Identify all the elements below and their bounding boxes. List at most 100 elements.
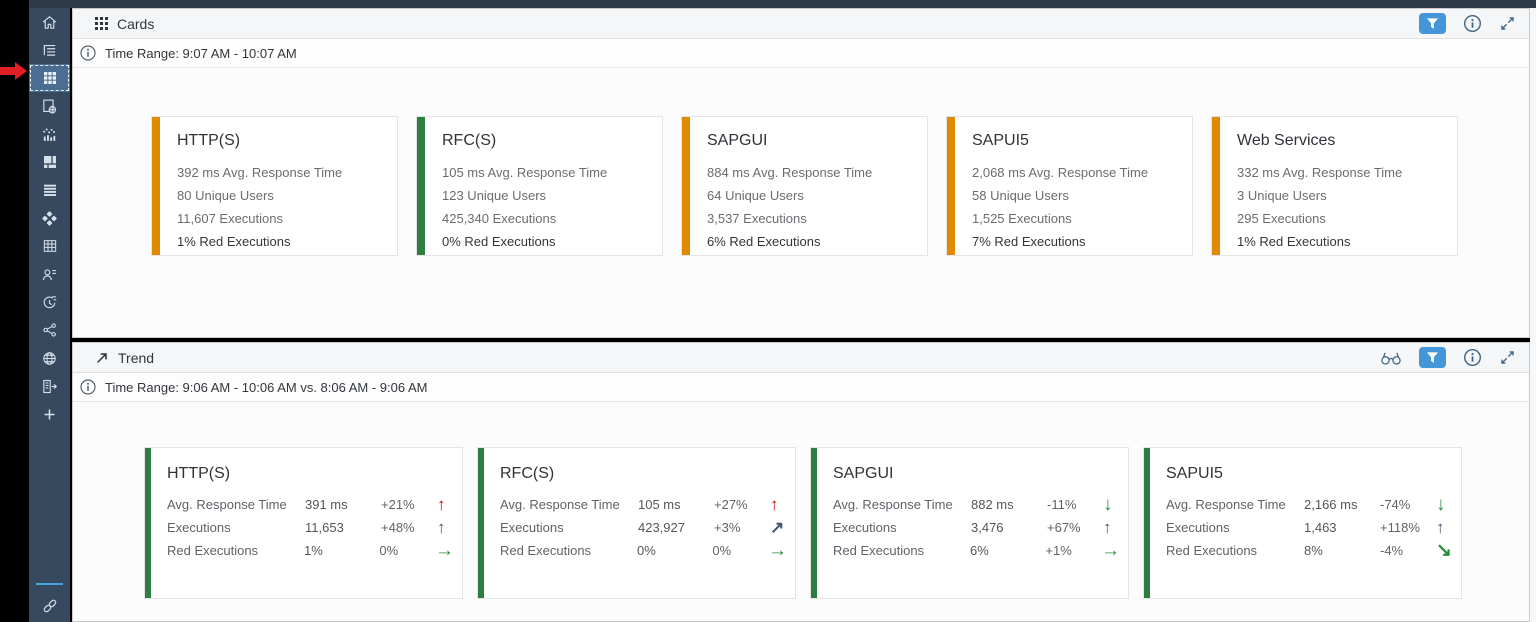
top-strip	[29, 0, 1536, 8]
trend-arrow-icon: →	[435, 540, 454, 561]
add-icon	[44, 409, 55, 419]
trend-chart-icon	[43, 128, 56, 141]
card-metric-line: 11,607 Executions	[177, 211, 283, 226]
card-metric-line: 64 Unique Users	[707, 188, 804, 203]
card-title: Web Services	[1237, 132, 1336, 149]
trend-card-sapui5[interactable]: SAPUI5 Avg. Response Time 2,166 ms -74% …	[1143, 447, 1462, 599]
sidebar-item-share[interactable]	[29, 316, 70, 344]
card-title: SAPUI5	[972, 132, 1029, 149]
table-rows-icon	[43, 184, 56, 196]
info-icon	[1463, 348, 1482, 367]
page-globe-icon	[43, 99, 57, 113]
trend-arrow-icon: ↓	[1103, 494, 1113, 515]
sidebar-item-cards[interactable]	[29, 64, 70, 92]
expand-button[interactable]	[1499, 349, 1516, 366]
trend-card-https[interactable]: HTTP(S) Avg. Response Time 391 ms +21% ↑…	[144, 447, 463, 599]
trend-row: Avg. Response Time 882 ms -11% ↓	[833, 493, 1120, 516]
info-button[interactable]	[1463, 348, 1482, 367]
trend-arrow-icon: ↑	[1103, 518, 1112, 537]
trend-row: Executions 3,476 +67% ↑	[833, 516, 1120, 539]
sidebar-item-table-rows[interactable]	[29, 176, 70, 204]
time-pie-icon	[43, 295, 57, 308]
trend-row-value: 105 ms	[638, 497, 681, 512]
trend-arrow-icon: →	[768, 540, 787, 561]
sidebar-item-hierarchy[interactable]	[29, 36, 70, 64]
card-metric-line: 123 Unique Users	[442, 188, 547, 203]
filter-button[interactable]	[1419, 347, 1446, 368]
filter-button[interactable]	[1419, 13, 1446, 34]
sidebar-item-time-analysis[interactable]	[29, 288, 70, 316]
filter-icon	[1426, 352, 1439, 363]
cards-panel-title: Cards	[117, 15, 155, 32]
sidebar-item-home[interactable]	[29, 8, 70, 36]
card-metric-line: 2,068 ms Avg. Response Time	[972, 165, 1149, 180]
card-metric-line: 7% Red Executions	[972, 234, 1086, 249]
sidebar-item-add[interactable]	[29, 400, 70, 428]
trend-row: Red Executions 1% 0% →	[167, 539, 454, 562]
cluster-icon	[42, 210, 57, 226]
globe-icon	[43, 351, 56, 365]
trend-row: Avg. Response Time 105 ms +27% ↑	[500, 493, 787, 516]
trend-row-delta: 0%	[712, 543, 732, 558]
trend-card-sapgui[interactable]: SAPGUI Avg. Response Time 882 ms -11% ↓ …	[810, 447, 1129, 599]
trend-row-delta: -74%	[1380, 497, 1411, 512]
metric-card-sapui5[interactable]: SAPUI5 2,068 ms Avg. Response Time 58 Un…	[946, 116, 1193, 256]
trend-arrow-icon: ↘	[1436, 540, 1452, 561]
metric-card-sapgui[interactable]: SAPGUI 884 ms Avg. Response Time 64 Uniq…	[681, 116, 928, 256]
card-metric-line: 1,525 Executions	[972, 211, 1072, 226]
cards-panel: Cards Time Range: 9:07 AM - 10:07 AM HTT…	[72, 8, 1530, 338]
annotation-red-arrow	[0, 62, 27, 80]
card-title: RFC(S)	[442, 132, 497, 149]
sidebar-item-dashboard[interactable]	[29, 148, 70, 176]
card-accent-stripe	[682, 117, 690, 255]
expand-button[interactable]	[1499, 15, 1516, 32]
grid-table-icon	[43, 240, 56, 252]
card-accent-stripe	[152, 117, 160, 255]
trend-toolbar	[1380, 347, 1516, 368]
trend-row-label: Avg. Response Time	[500, 497, 620, 512]
trend-time-range-text: Time Range: 9:06 AM - 10:06 AM vs. 8:06 …	[105, 379, 428, 395]
trend-row-label: Red Executions	[167, 543, 259, 558]
trend-row-label: Avg. Response Time	[1166, 497, 1286, 512]
trend-row-label: Executions	[833, 520, 897, 535]
trend-row-label: Avg. Response Time	[833, 497, 953, 512]
sidebar-item-globe[interactable]	[29, 344, 70, 372]
sidebar-item-cluster[interactable]	[29, 204, 70, 232]
trend-row-value: 1%	[303, 543, 323, 558]
trend-row-delta: 0%	[379, 543, 399, 558]
trend-row-label: Red Executions	[1166, 543, 1258, 558]
sidebar-item-user-details[interactable]	[29, 260, 70, 288]
trend-row: Executions 423,927 +3% ↗	[500, 516, 787, 539]
sidebar-item-link[interactable]	[29, 592, 70, 620]
dashboard-tiles-icon	[43, 156, 56, 168]
sidebar	[29, 8, 70, 622]
trend-arrow-icon: ↓	[1436, 494, 1446, 515]
trend-card-rfcs[interactable]: RFC(S) Avg. Response Time 105 ms +27% ↑ …	[477, 447, 796, 599]
cards-time-range-text: Time Range: 9:07 AM - 10:07 AM	[105, 45, 297, 61]
sidebar-item-system-export[interactable]	[29, 372, 70, 400]
sidebar-item-page-globe[interactable]	[29, 92, 70, 120]
trend-arrow-icon: ↑	[437, 495, 446, 514]
card-metric-line: 0% Red Executions	[442, 234, 556, 249]
info-button[interactable]	[1463, 14, 1482, 33]
trend-row-label: Executions	[500, 520, 564, 535]
trend-row-delta: +118%	[1380, 520, 1420, 535]
metric-card-web-services[interactable]: Web Services 332 ms Avg. Response Time 3…	[1211, 116, 1458, 256]
card-title: SAPGUI	[833, 465, 894, 482]
trend-row-delta: +21%	[381, 497, 415, 512]
sidebar-item-trend-chart[interactable]	[29, 120, 70, 148]
sidebar-item-grid-table[interactable]	[29, 232, 70, 260]
snapshot-cards-row: HTTP(S) 392 ms Avg. Response Time 80 Uni…	[151, 116, 1458, 256]
trend-row-delta: +27%	[714, 497, 748, 512]
trend-row-delta: -4%	[1380, 543, 1404, 558]
metric-card-https[interactable]: HTTP(S) 392 ms Avg. Response Time 80 Uni…	[151, 116, 398, 256]
card-metric-line: 295 Executions	[1237, 211, 1326, 226]
card-title: RFC(S)	[500, 465, 555, 482]
home-icon	[42, 15, 57, 29]
card-metric-line: 3 Unique Users	[1237, 188, 1327, 203]
cards-time-range-bar: Time Range: 9:07 AM - 10:07 AM	[73, 39, 1529, 68]
binoculars-button[interactable]	[1380, 350, 1402, 366]
metric-card-rfcs[interactable]: RFC(S) 105 ms Avg. Response Time 123 Uni…	[416, 116, 663, 256]
card-accent-stripe	[417, 117, 425, 255]
trend-arrow-icon: ↑	[1436, 518, 1445, 537]
